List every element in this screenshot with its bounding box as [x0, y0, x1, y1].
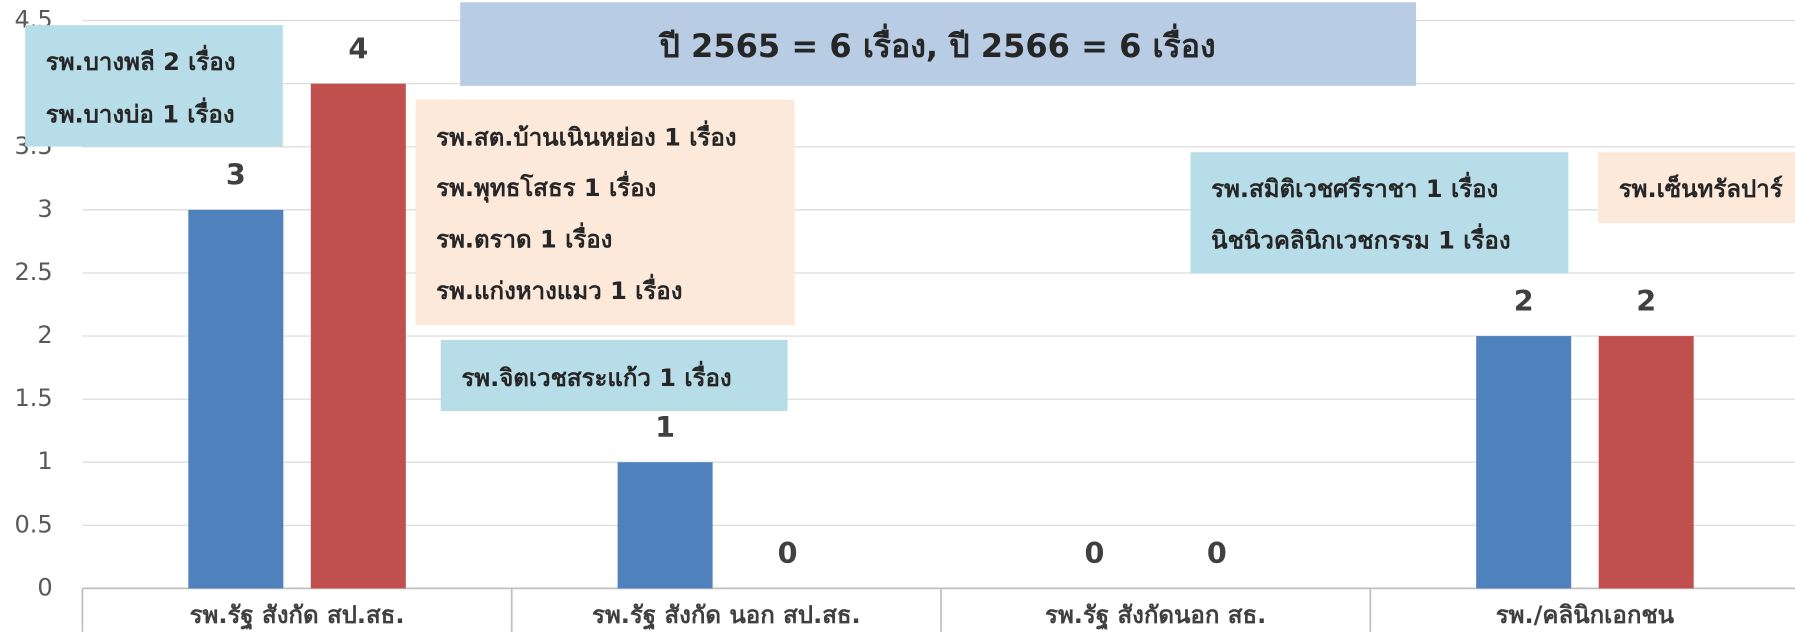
bar	[617, 462, 713, 589]
annotation-box	[415, 99, 795, 326]
bar	[188, 209, 284, 589]
data-label: 2	[1514, 284, 1534, 318]
x-tick-label: รพ.รัฐ สังกัดนอก สธ.	[1045, 601, 1266, 631]
bar	[1598, 336, 1694, 589]
y-tick-label: 3	[37, 195, 52, 223]
data-label: 4	[348, 31, 368, 65]
annotation-text: นิชนิวคลินิกเวชกรรม 1 เรื่อง	[1211, 223, 1510, 255]
plot: 00.511.522.533.544.5รพ.รัฐ สังกัด สป.สธ.…	[14, 2, 1795, 632]
title-box	[460, 2, 1417, 86]
annotation-text: รพ.สต.บ้านเนินหย่อง 1 เรื่อง	[436, 120, 736, 152]
data-label: 3	[226, 158, 246, 192]
y-tick-label: 1.5	[14, 384, 52, 412]
annotation-text: รพ.จิตเวชสระแก้ว 1 เรื่อง	[461, 360, 731, 392]
bar	[310, 83, 406, 589]
annotation-box	[1190, 152, 1569, 274]
y-tick-label: 2.5	[14, 258, 52, 286]
annotation-text: รพ.บางพลี 2 เรื่อง	[46, 44, 236, 76]
y-tick-label: 1	[37, 447, 52, 475]
chart-title: ปี 2565 = 6 เรื่อง, ปี 2566 = 6 เรื่อง	[658, 23, 1216, 65]
annotation-box	[440, 339, 788, 411]
annotation-text: รพ.แก่งหางแมว 1 เรื่อง	[436, 273, 682, 305]
data-label: 1	[655, 410, 675, 444]
x-tick-label: รพ./คลินิกเอกชน	[1496, 601, 1675, 629]
annotation-text: รพ.ตราด 1 เรื่อง	[436, 221, 612, 253]
y-tick-label: 0	[37, 573, 52, 601]
data-label: 2	[1636, 284, 1656, 318]
y-tick-label: 2	[37, 321, 52, 349]
annotation-text: รพ.เซ็นทรัลปาร์	[1619, 174, 1783, 203]
annotation-text: รพ.สมิติเวชศรีราชา 1 เรื่อง	[1211, 171, 1498, 203]
data-label: 0	[778, 536, 798, 570]
data-label: 0	[1207, 536, 1227, 570]
y-tick-label: 0.5	[14, 510, 52, 538]
annotation-box	[25, 25, 283, 147]
annotation-text: รพ.พุทธโสธร 1 เรื่อง	[436, 170, 656, 204]
data-label: 0	[1084, 536, 1104, 570]
annotation-box	[1598, 152, 1795, 224]
x-tick-label: รพ.รัฐ สังกัด สป.สธ.	[190, 601, 405, 631]
bar	[1476, 336, 1572, 589]
x-tick-label: รพ.รัฐ สังกัด นอก สป.สธ.	[592, 601, 861, 631]
annotation-text: รพ.บางบ่อ 1 เรื่อง	[46, 97, 235, 129]
